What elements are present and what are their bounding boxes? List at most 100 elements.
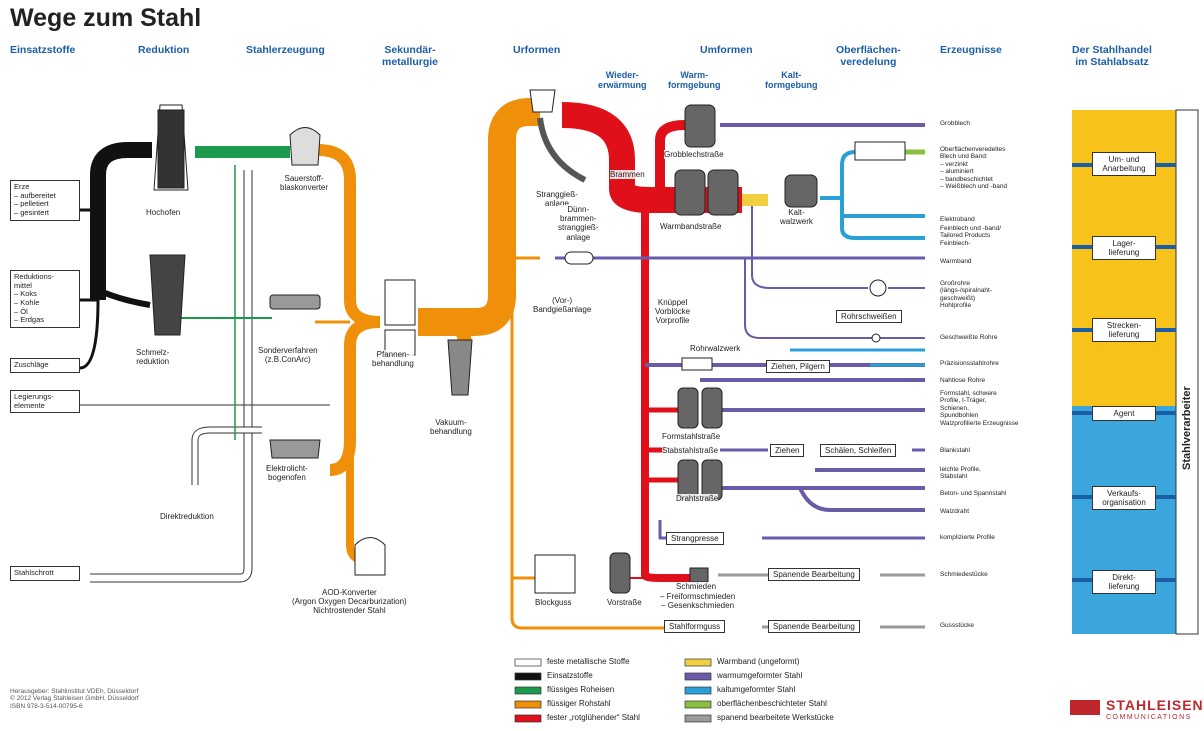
process-label: Grobblechstraße [664,150,724,160]
legend-swatch [514,714,542,723]
column-header: Sekundär- metallurgie [382,44,439,69]
process-label: Warmbandstraße [660,222,722,232]
publisher: Herausgeber: Stahlinstitut VDEh, Düsseld… [10,688,139,710]
product: Formstahl, schwere Profile, I-Träger, Sc… [940,390,1019,427]
logo: STAHLEISEN [1106,697,1204,713]
strip-cast-flow [512,256,540,580]
product: Elektroband [940,216,975,223]
trade-channel: Direkt- lieferung [1092,570,1156,595]
flows [79,98,925,630]
process-step: Ziehen, Pilgern [766,360,830,374]
sub-header: Wieder- erwärmung [598,70,647,91]
machining-flow [718,573,925,629]
product: Schmiedestücke [940,571,988,578]
product: Warmband [940,258,972,265]
product: Großrohre (längs-/spiralnaht- geschweißt… [940,280,993,310]
process-label: Stabstahlstraße [662,446,719,456]
legend-label: flüssiges Roheisen [547,685,615,694]
trade-panel-bottom [1072,406,1176,634]
product: Feinblech und -band/ Tailored Products F… [940,225,1002,247]
process-label: Schmieden [676,582,717,592]
product: Nahtlose Rohre [940,377,986,384]
process-label: Direktreduktion [160,512,214,522]
input-box: Stahlschrott [10,566,80,581]
process-label: Dünn- brammen- stranggieß- anlage [558,205,599,242]
sub-header: Kalt- formgebung [765,70,818,91]
logo-sub: COMMUNICATIONS [1106,714,1192,721]
legend-swatch [514,672,542,681]
product: Geschweißte Rohre [940,334,998,341]
legend-swatch [684,686,712,695]
input-box: Legierungs- elemente [10,390,80,414]
legend-label: Einsatzstoffe [547,671,593,680]
process-label: Knüppel Vorblöcke Vorprofile [655,298,691,326]
process-label: Blockguss [535,598,572,608]
legend-label: spanend bearbeitete Werkstücke [717,713,834,722]
logo-mark [1070,700,1100,715]
dri-flow-inner [192,427,262,485]
pipe-strip [751,206,925,289]
product: Präzisionsstahlrohre [940,360,999,367]
trade-channel: Agent [1092,406,1156,422]
column-header: Der Stahlhandel im Stahlabsatz [1072,44,1152,69]
billet-flow [641,210,690,582]
legend-label: warmumgeformter Stahl [717,671,803,680]
title: Wege zum Stahl [10,4,202,32]
legend-label: flüssiger Rohstahl [547,699,611,708]
input-box: Zuschläge [10,358,80,373]
product: Walzdraht [940,508,970,515]
process-step: Ziehen [770,444,805,458]
solid-flows [80,165,330,583]
process-label: Hochofen [146,208,181,218]
process-label: Sauerstoff- blaskonverter [280,174,329,193]
legend-swatch [514,686,542,695]
column-header: Oberflächen- veredelung [836,44,901,69]
product: Gussstücke [940,622,974,629]
product: Oberflächenveredeltes Blech und Band: – … [940,146,1008,191]
process-label: Rohrwalzwerk [690,344,741,354]
legend-swatch [684,714,712,723]
raw-material-feed [79,208,100,370]
extrusion-product [658,520,925,540]
product: Blankstahl [940,447,970,454]
process-step: Rohrschweißen [836,310,902,324]
process-label: Elektrolicht- bogenofen [266,464,308,483]
trade-channel: Um- und Anarbeitung [1092,152,1156,177]
column-header: Einsatzstoffe [10,44,76,56]
column-header: Erzeugnisse [940,44,1002,56]
process-step: Schälen, Schleifen [820,444,897,458]
section-flow [645,407,680,483]
process-label: Pfannen- behandlung [372,350,414,369]
legend-label: fester „rotglühender“ Stahl [547,713,640,722]
legend-swatch [684,700,712,709]
process-step: Spanende Bearbeitung [768,568,860,582]
product: Grobblech [940,120,970,127]
product: komplizierte Profile [940,534,995,541]
processor-bar [1175,109,1199,635]
wire-product [720,468,925,512]
column-header: Reduktion [138,44,190,56]
process-step: Strangpresse [666,532,724,546]
legend-swatch [514,658,542,667]
smelting-feed [96,287,151,308]
trade-channel: Strecken- lieferung [1092,318,1156,343]
input-box: Reduktions- mittel – Koks – Kohle – Öl –… [10,270,80,328]
cold-to-coating [820,150,856,200]
raw-material-flow [90,142,152,300]
process-label: Sonderverfahren (z.B.ConArc) [258,346,318,365]
process-label: – Freiformschmieden – Gesenkschmieden [660,592,736,611]
legend-label: kaltumgeformter Stahl [717,685,796,694]
equipment [149,89,906,594]
slab-flow [561,102,742,213]
legend-label: feste metallische Stoffe [547,657,630,666]
process-label: Vakuum- behandlung [430,418,472,437]
column-header: Urformen [513,44,561,56]
process-label: (Vor-) Bandgießanlage [533,296,592,315]
welded-pipe [744,258,925,339]
column-header: Umformen [700,44,753,56]
column-header: Stahlerzeugung [246,44,325,56]
processor-label: Stahlverarbeiter [1181,386,1193,470]
sub-header: Warm- formgebung [668,70,721,91]
legend-label: oberflächenbeschichteter Stahl [717,699,827,708]
